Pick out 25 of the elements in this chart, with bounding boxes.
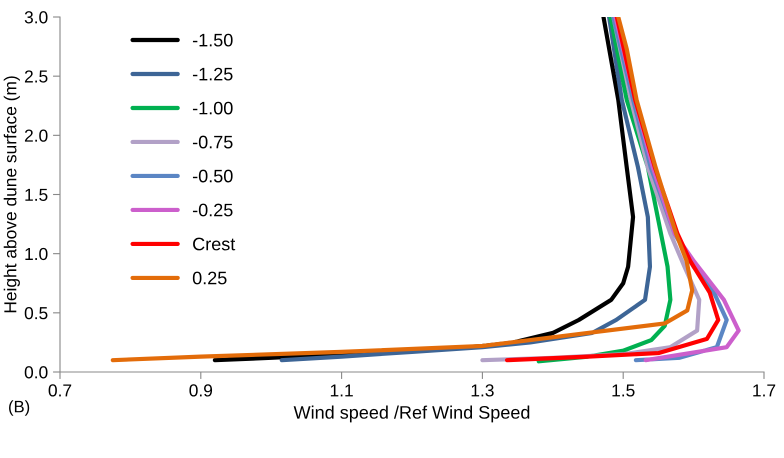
legend-label: -0.25 [192,204,233,216]
y-axis-title: Height above dune surface (m) [4,76,20,312]
x-tick-label: 1.1 [330,384,353,396]
x-tick-label: 1.5 [612,384,635,397]
legend-label: -1.50 [192,34,233,47]
y-tick-label: 1.5 [25,188,48,201]
y-tick-label: 1.0 [25,248,48,260]
x-axis-title: Wind speed /Ref Wind Speed [294,406,530,422]
legend-label: -1.00 [192,102,233,114]
y-tick-label: 0.0 [24,366,48,378]
legend-label: 0.25 [192,272,227,284]
y-tick-label: 2.0 [24,130,48,142]
x-tick-label: 1.3 [472,384,494,397]
y-tick-label: 2.5 [24,70,48,83]
legend-label: -1.25 [192,68,233,80]
x-tick-label: 0.9 [189,384,212,397]
x-tick-label: 0.7 [48,384,72,397]
line-series [110,17,694,362]
x-tick-label: 1.7 [753,384,776,396]
y-tick-label: 0.5 [24,307,48,320]
legend-label: Crest [193,238,236,250]
text: (B) [9,400,30,416]
legend-label: -0.50 [192,170,233,182]
legend-label: -0.75 [192,136,233,148]
y-tick-label: 3.0 [24,11,48,24]
